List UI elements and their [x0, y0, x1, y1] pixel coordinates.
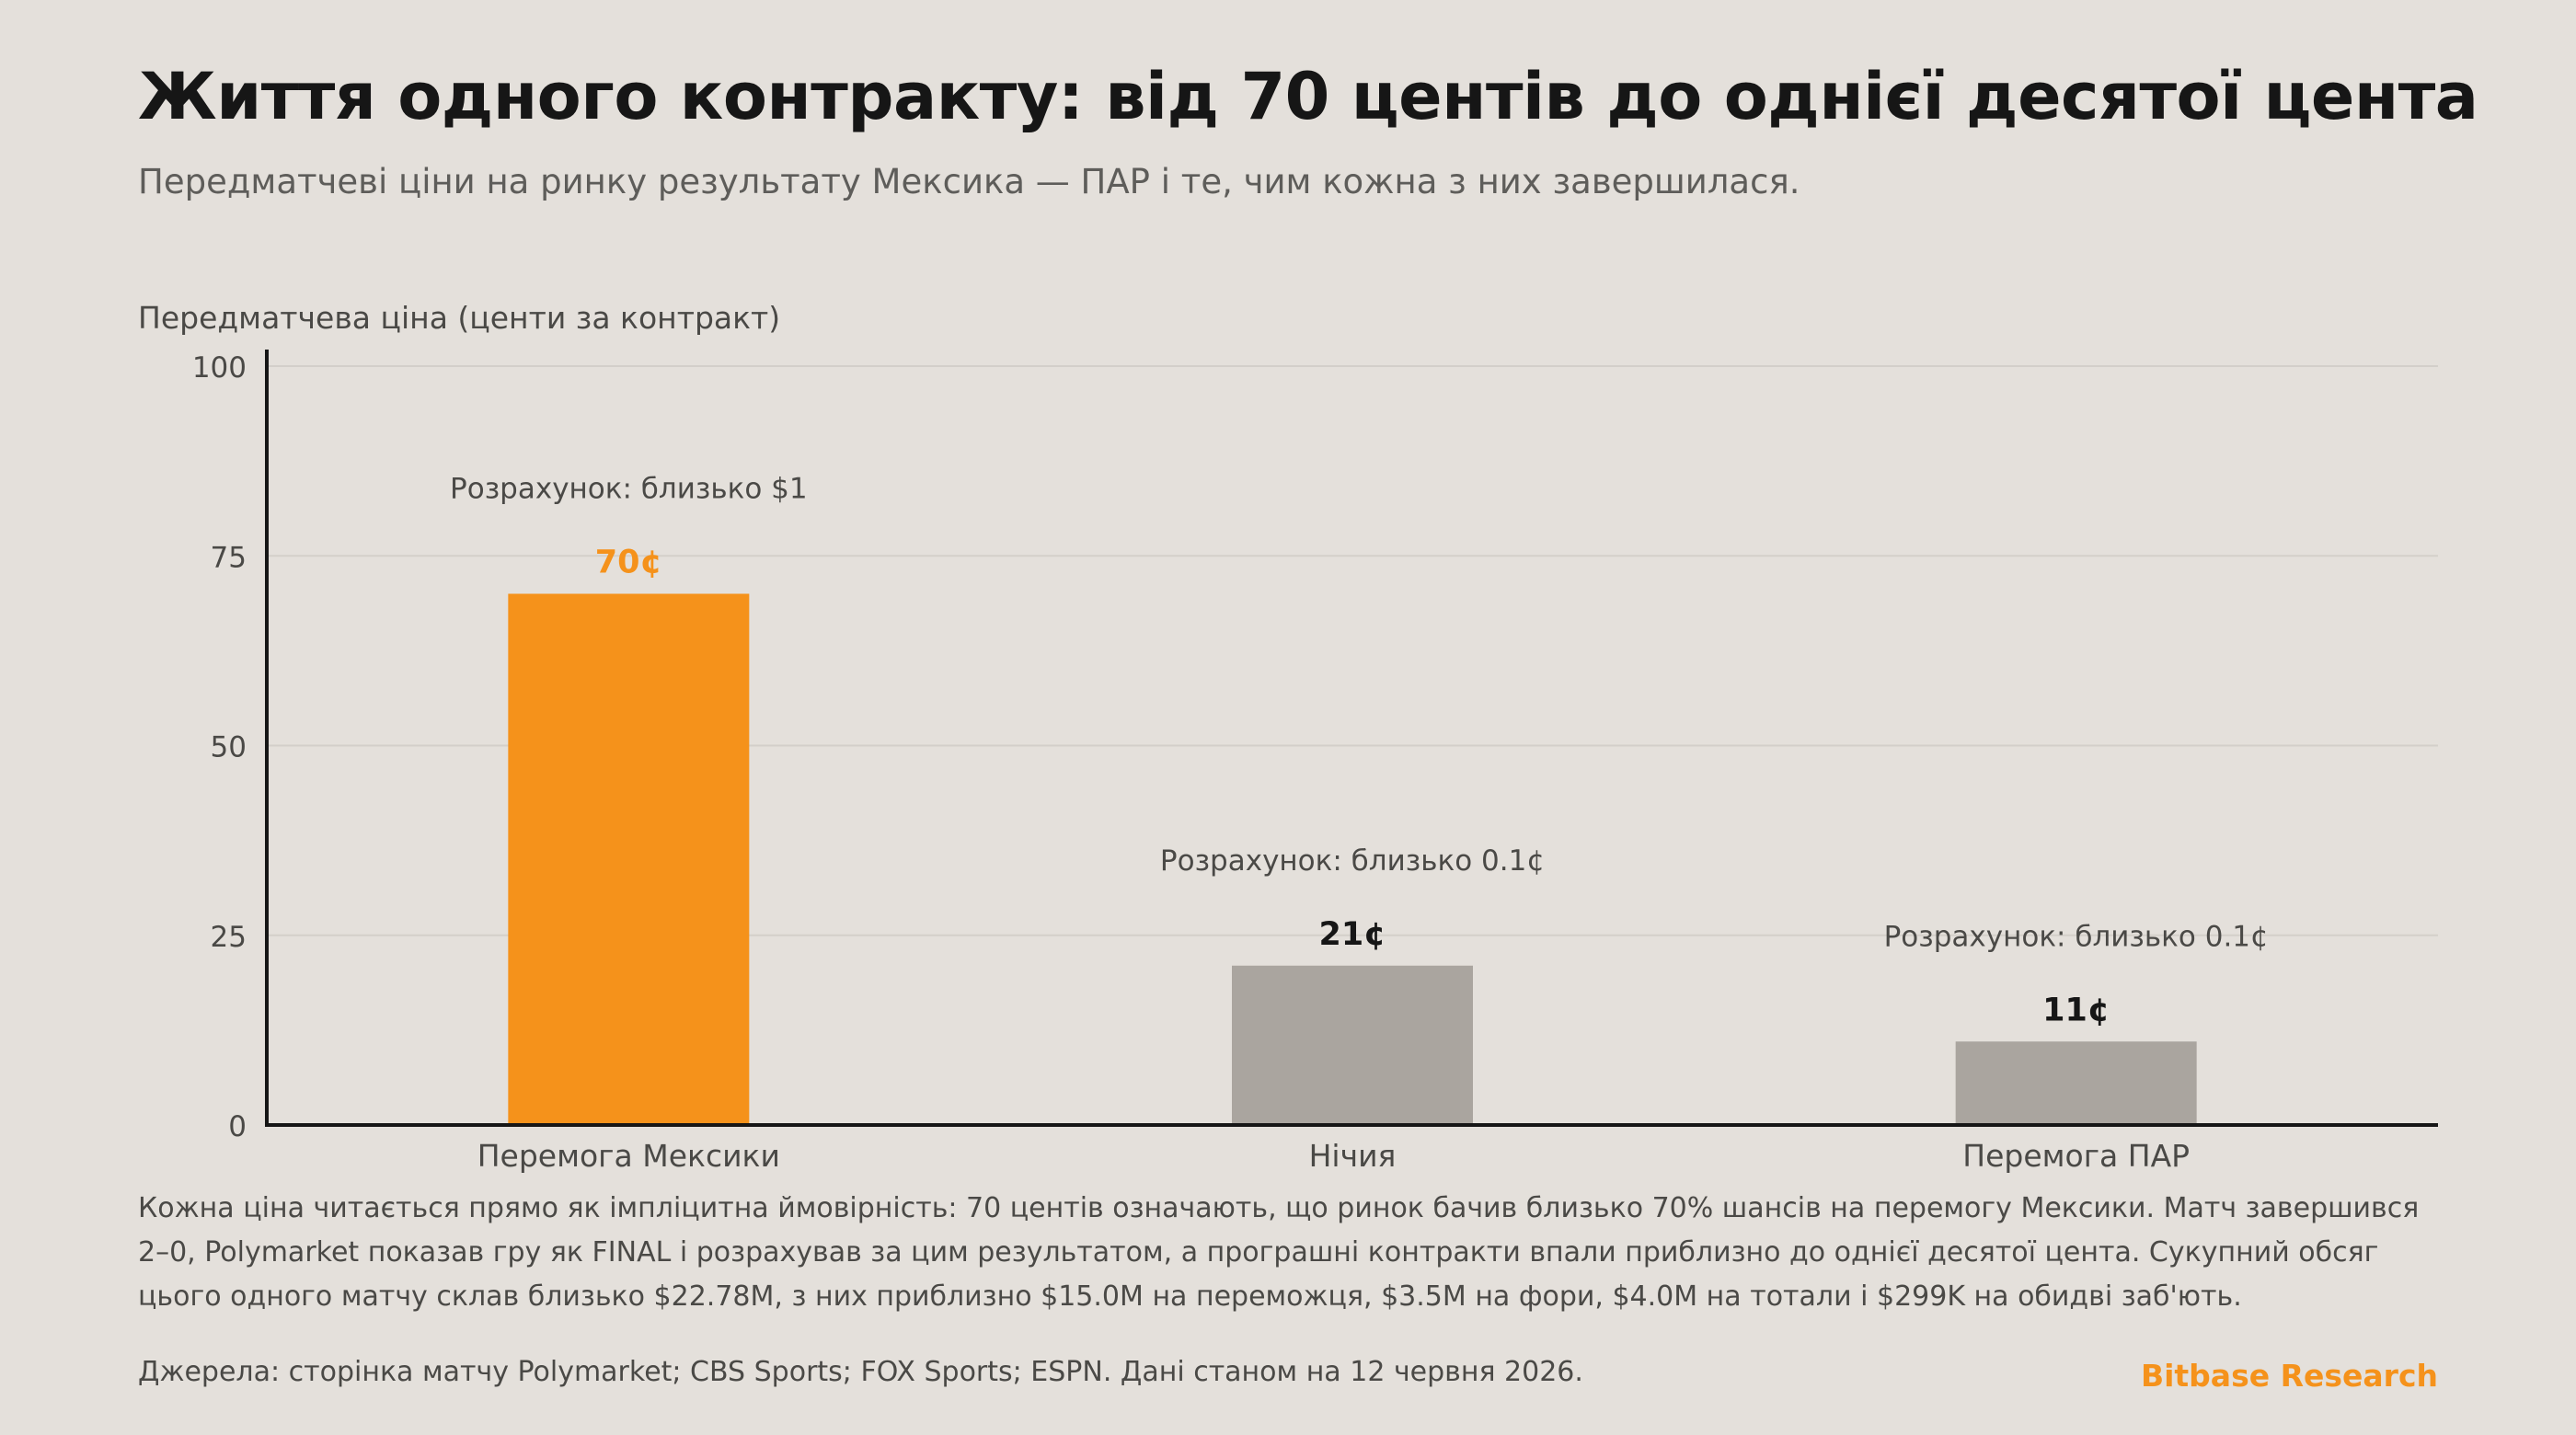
y-axis-title: Передматчева ціна (центи за контракт) — [138, 300, 781, 336]
bar-1 — [508, 593, 750, 1125]
x-tick-label: Нічия — [1309, 1138, 1397, 1174]
y-tick-label: 25 — [211, 921, 247, 954]
x-tick-label: Перемога ПАР — [1962, 1138, 2190, 1174]
explanatory-note: Кожна ціна читається прямо як імпліцитна… — [138, 1192, 2420, 1313]
settlement-annotation: Розрахунок: близько 0.1¢ — [1160, 844, 1545, 878]
bar-2 — [1232, 965, 1473, 1125]
x-tick-label: Перемога Мексики — [477, 1138, 780, 1174]
y-tick-label: 50 — [211, 731, 247, 764]
sources-line: Джерела: сторінка матчу Polymarket; CBS … — [138, 1356, 1583, 1388]
value-label: 70¢ — [595, 545, 662, 581]
y-tick-label: 0 — [228, 1110, 247, 1143]
y-tick-label: 75 — [211, 541, 247, 574]
chart-title: Життя одного контракту: від 70 центів до… — [138, 59, 2478, 134]
y-tick-label: 100 — [192, 351, 247, 385]
settlement-annotation: Розрахунок: близько 0.1¢ — [1884, 920, 2269, 953]
value-label: 11¢ — [2042, 992, 2110, 1028]
chart-subtitle: Передматчеві ціни на ринку результату Ме… — [138, 162, 1800, 201]
brand-logo: Bitbase Research — [2140, 1358, 2438, 1394]
settlement-annotation: Розрахунок: близько $1 — [450, 473, 808, 506]
bar-3 — [1955, 1041, 2197, 1125]
value-label: 21¢ — [1318, 916, 1386, 953]
